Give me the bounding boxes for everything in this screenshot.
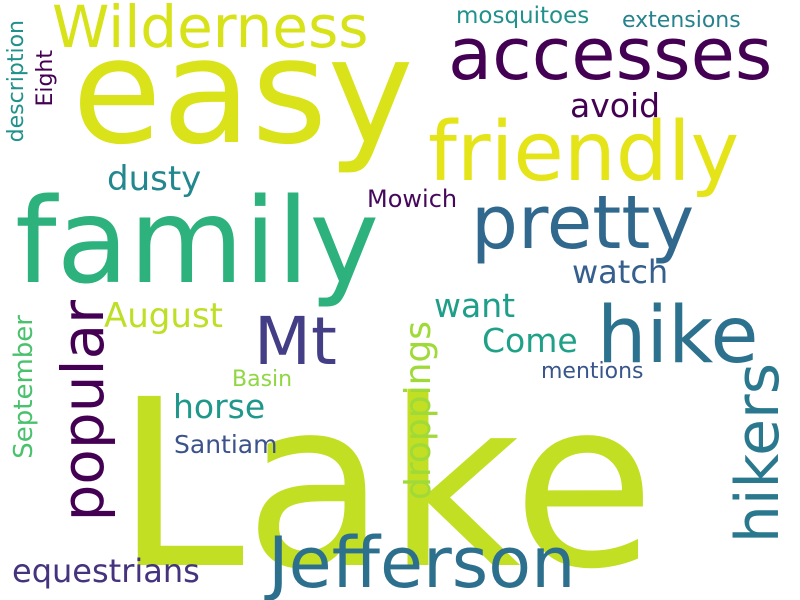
- word-hike: hike: [597, 291, 758, 381]
- word-watch: watch: [572, 253, 668, 291]
- word-wilderness: Wilderness: [52, 0, 369, 61]
- word-santiam: Santiam: [174, 430, 277, 459]
- word-popular: popular: [49, 300, 117, 522]
- word-basin: Basin: [232, 367, 292, 392]
- word-droppings: droppings: [398, 321, 439, 500]
- word-easy: easy: [72, 7, 414, 177]
- word-horse: horse: [173, 387, 265, 426]
- word-description: description: [4, 20, 29, 142]
- word-equestrians: equestrians: [12, 552, 200, 590]
- word-mentions: mentions: [541, 359, 644, 384]
- word-pretty: pretty: [471, 180, 694, 266]
- word-want: want: [434, 286, 515, 325]
- word-dusty: dusty: [107, 159, 201, 199]
- word-avoid: avoid: [570, 86, 660, 125]
- word-accesses: accesses: [448, 12, 772, 96]
- word-mosquitoes: mosquitoes: [456, 3, 589, 29]
- word-mowich: Mowich: [367, 185, 457, 213]
- word-come: Come: [482, 321, 578, 360]
- word-eight: Eight: [33, 50, 58, 107]
- word-jefferson: Jefferson: [264, 522, 575, 600]
- word-august: August: [104, 296, 223, 336]
- word-hikers: hikers: [723, 363, 793, 543]
- word-friendly: friendly: [428, 105, 739, 200]
- word-lake: Lake: [115, 350, 655, 600]
- word-september: September: [9, 315, 39, 459]
- word-family: family: [15, 172, 379, 310]
- word-mt: Mt: [254, 303, 337, 380]
- word-extensions: extensions: [622, 8, 741, 33]
